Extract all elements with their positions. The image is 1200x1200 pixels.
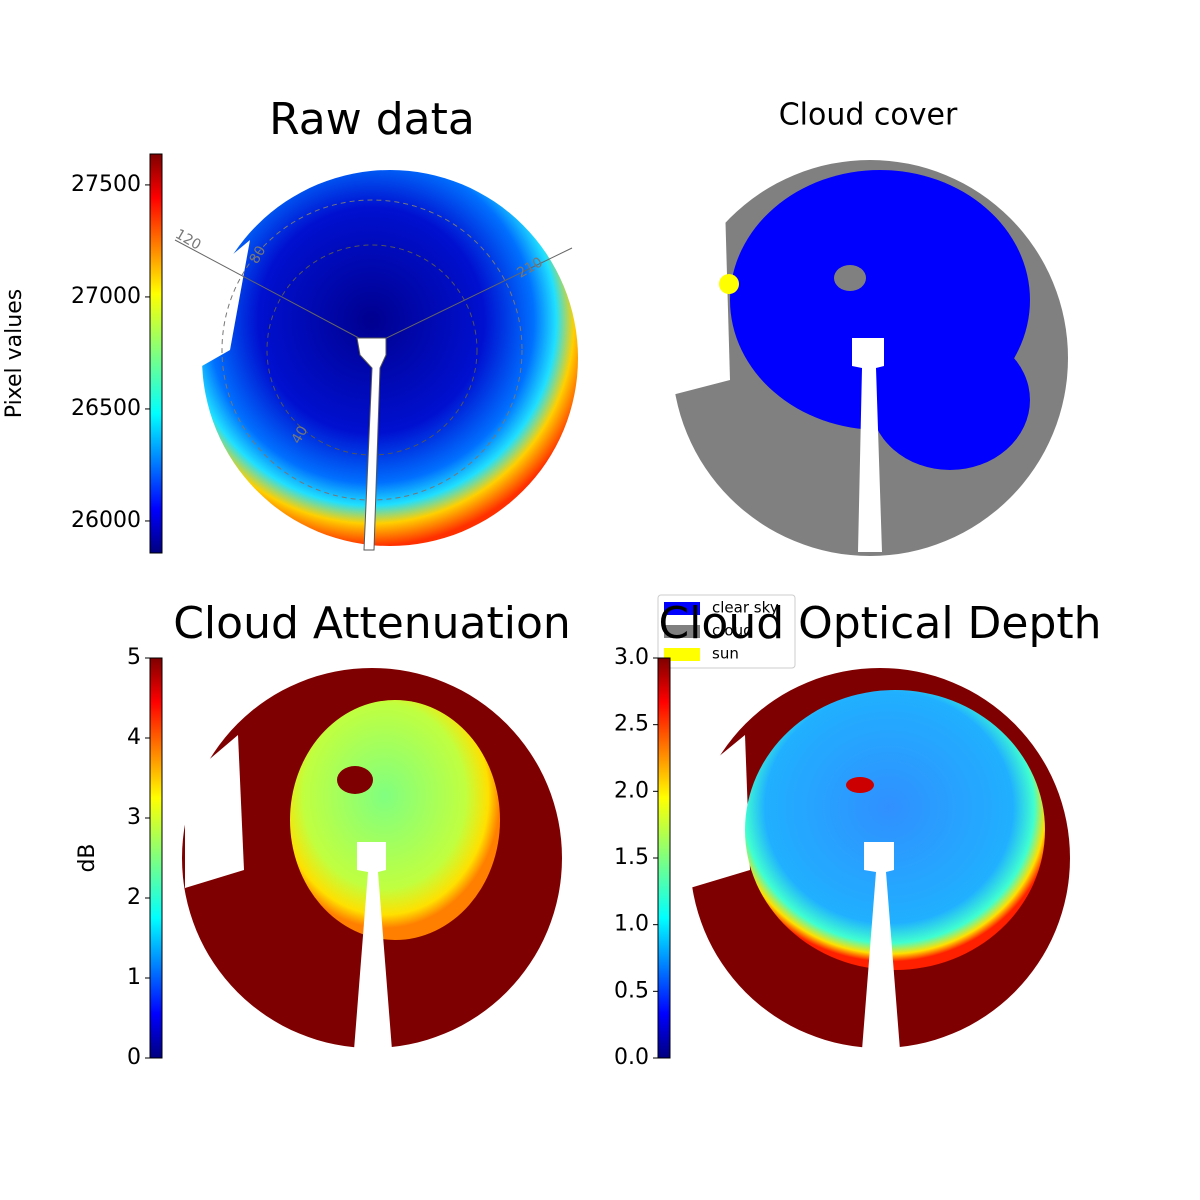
legend-label: cloud bbox=[712, 622, 753, 640]
y-tick-label: 26500 bbox=[71, 396, 141, 421]
y-tick-label: 27500 bbox=[71, 172, 141, 197]
y-tick-label: 3.0 bbox=[614, 645, 649, 670]
colorbar bbox=[149, 153, 163, 554]
y-tick-label: 0 bbox=[127, 1045, 141, 1070]
y-axis-label: dB bbox=[75, 843, 100, 872]
y-tick-label: 4 bbox=[127, 725, 141, 750]
legend-label: clear sky bbox=[712, 599, 779, 617]
y-tick-label: 26000 bbox=[71, 508, 141, 533]
y-tick-label: 27000 bbox=[71, 284, 141, 309]
attenuation-patch bbox=[337, 766, 373, 794]
polar-label: 120 bbox=[172, 226, 203, 253]
colorbar bbox=[149, 657, 163, 1059]
pole bbox=[862, 842, 900, 1050]
y-tick-label: 1 bbox=[127, 965, 141, 990]
sun-marker bbox=[719, 274, 739, 294]
optical-depth-patch bbox=[846, 777, 874, 793]
polar-label: 80 bbox=[247, 243, 270, 266]
sky-images bbox=[174, 160, 1070, 1050]
mask bbox=[690, 735, 750, 888]
mask bbox=[185, 735, 244, 888]
y-tick-label: 3 bbox=[127, 805, 141, 830]
attenuation-region bbox=[290, 700, 500, 940]
panel-title: Cloud Optical Depth bbox=[658, 598, 1101, 649]
polar-axis bbox=[371, 247, 573, 346]
colorbar bbox=[657, 657, 671, 1059]
legend-label: sun bbox=[712, 645, 739, 663]
polar-axis bbox=[174, 239, 373, 346]
legend-swatch bbox=[664, 625, 700, 638]
raw-image bbox=[202, 170, 578, 546]
legend-swatch bbox=[664, 648, 700, 661]
y-tick-label: 1.0 bbox=[614, 912, 649, 937]
pole bbox=[852, 338, 884, 552]
panel-title: Raw data bbox=[269, 94, 475, 145]
optical-depth-region bbox=[745, 690, 1045, 970]
y-tick-label: 2 bbox=[127, 885, 141, 910]
y-tick-label: 1.5 bbox=[614, 845, 649, 870]
y-tick-label: 2.0 bbox=[614, 778, 649, 803]
y-tick-label: 0.5 bbox=[614, 978, 649, 1003]
panel-title: Cloud Attenuation bbox=[173, 598, 571, 649]
clear-sky-region bbox=[870, 330, 1030, 470]
y-tick-label: 2.5 bbox=[614, 712, 649, 737]
y-tick-label: 5 bbox=[127, 645, 141, 670]
pole bbox=[354, 842, 392, 1050]
mask bbox=[672, 205, 730, 395]
y-axis-label: Pixel values bbox=[2, 289, 27, 418]
panel-title: Cloud cover bbox=[779, 98, 958, 133]
legend-swatch bbox=[664, 602, 700, 615]
cloud-patch bbox=[834, 265, 866, 291]
polar-label: 40 bbox=[289, 423, 312, 446]
pole bbox=[356, 337, 387, 551]
y-tick-label: 0.0 bbox=[614, 1045, 649, 1070]
